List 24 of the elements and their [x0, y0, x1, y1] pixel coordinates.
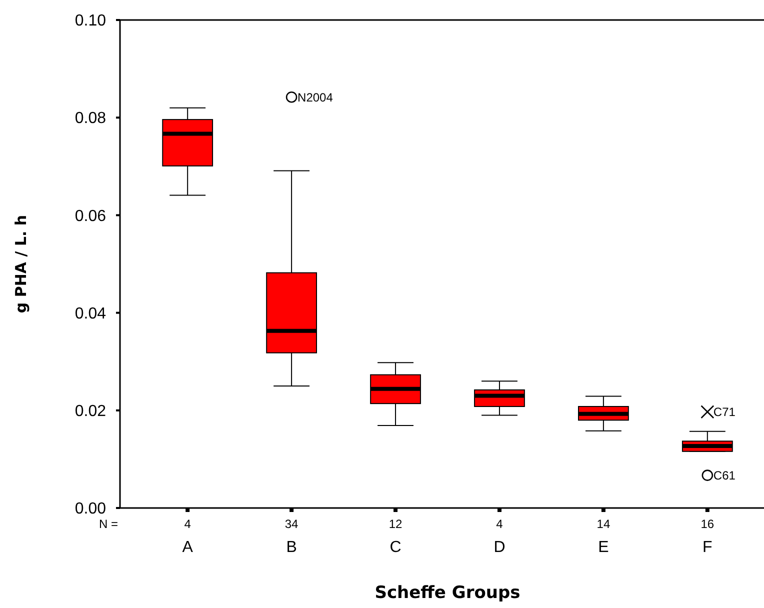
annotation: C61: [713, 468, 736, 483]
text: 34: [284, 517, 299, 531]
x-tick-label: C: [390, 539, 402, 556]
text: 16: [700, 517, 714, 531]
annotation: N2004: [298, 90, 334, 104]
y-tick-label: 0.10: [74, 12, 106, 30]
text: 4: [496, 517, 504, 531]
x-tick-label: B: [286, 539, 297, 556]
text: 12: [388, 517, 403, 531]
text: 14: [596, 517, 610, 531]
x-tick-label: E: [598, 539, 609, 556]
annotation: C71: [713, 405, 736, 420]
text: 4: [184, 517, 192, 531]
x-tick-label: D: [494, 539, 506, 556]
x-axis-title: Scheffe Groups: [374, 583, 520, 603]
y-axis-title: g PHA / L. h: [12, 214, 30, 314]
y-tick-label: 0.00: [74, 500, 106, 518]
y-tick-label: 0.04: [74, 305, 106, 322]
y-tick-label: 0.06: [74, 208, 106, 225]
text: N =: [98, 517, 118, 531]
x-tick-label: F: [702, 539, 713, 556]
y-tick-label: 0.02: [74, 403, 106, 420]
y-tick-label: 0.08: [74, 110, 106, 128]
x-tick-label: A: [182, 539, 194, 556]
